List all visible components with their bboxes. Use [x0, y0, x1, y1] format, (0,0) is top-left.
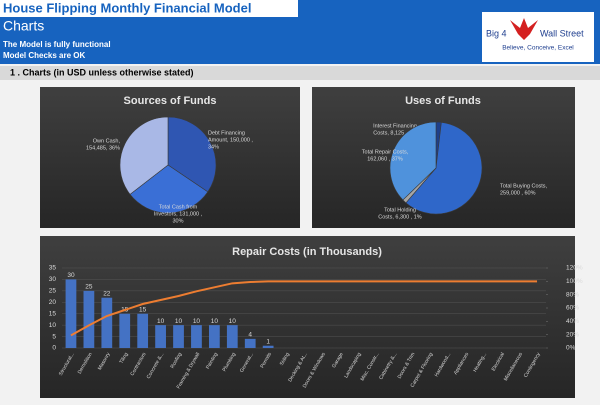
data-label: Costs, 6,300 , 1% — [378, 214, 422, 220]
data-label: Total Repair Costs, — [362, 149, 409, 155]
data-label: Own Cash, — [93, 138, 121, 144]
y-tick-label: 10 — [49, 322, 57, 329]
data-label: Debt Financing — [208, 130, 245, 136]
page-subtitle: Charts — [3, 18, 44, 34]
chart-title: Sources of Funds — [124, 95, 217, 107]
data-label: Investors, 131,000 , — [154, 211, 203, 217]
chart-title: Repair Costs (in Thousands) — [232, 246, 382, 258]
logo-box — [482, 12, 594, 62]
data-label: 25 — [85, 284, 93, 291]
y-tick-label: 20 — [49, 299, 57, 306]
data-label: 34% — [208, 144, 219, 150]
data-label: 30% — [172, 218, 183, 224]
data-label: 22 — [103, 290, 111, 297]
section-bar — [0, 66, 600, 80]
data-label: Total Holding — [384, 207, 416, 213]
y-tick-label: 0 — [52, 345, 56, 352]
bar — [226, 325, 238, 348]
status-line: The Model is fully functional — [3, 40, 111, 49]
data-label: 1 — [266, 338, 270, 345]
logo-text: Big 4 — [486, 28, 507, 38]
pie-slice — [389, 121, 437, 201]
data-label: Amount, 150,000 , — [208, 137, 253, 143]
logo-eagle — [510, 18, 538, 40]
bar — [173, 325, 184, 348]
y2-tick-label: 20% — [566, 331, 579, 338]
data-label: 30 — [67, 272, 75, 279]
pie-slice — [167, 116, 217, 193]
bar — [119, 313, 131, 348]
page-title: House Flipping Monthly Financial Model — [3, 0, 251, 15]
y-tick-label: 5 — [52, 333, 56, 340]
y-tick-label: 15 — [49, 310, 57, 317]
y2-tick-label: 0% — [566, 345, 576, 352]
pie-slice — [119, 116, 169, 195]
bar — [101, 297, 113, 348]
y-tick-label: 25 — [49, 288, 57, 295]
data-label: 4 — [248, 332, 252, 339]
data-label: 15 — [139, 306, 147, 313]
title-box — [0, 0, 298, 17]
bar — [137, 313, 149, 348]
data-label: 10 — [229, 318, 237, 325]
bar — [83, 290, 95, 348]
y2-tick-label: 80% — [566, 291, 579, 298]
y2-tick-label: 60% — [566, 305, 579, 312]
pie-slice — [405, 121, 483, 215]
data-label: 154,485, 36% — [86, 145, 120, 151]
bar — [65, 279, 77, 348]
data-label: 162,060 , 37% — [367, 156, 403, 162]
bar — [208, 325, 220, 348]
y2-tick-label: 40% — [566, 318, 579, 325]
y2-tick-label: 100% — [566, 278, 583, 285]
data-label: Total Buying Costs, — [500, 183, 548, 189]
section-title: 1 . Charts (in USD unless otherwise stat… — [10, 67, 194, 77]
line — [70, 280, 538, 337]
chart-title: Uses of Funds — [405, 95, 481, 107]
data-label: Costs, 8,125 , 2% — [373, 130, 417, 136]
data-label: 10 — [211, 318, 219, 325]
data-label: 10 — [157, 318, 165, 325]
x-tick-label: Tiling — [119, 351, 130, 364]
bar — [244, 338, 256, 348]
data-label: Total Cash from — [159, 204, 198, 210]
data-label: 10 — [193, 318, 201, 325]
data-label: 259,000 , 60% — [500, 190, 536, 196]
status-line: Model Checks are OK — [3, 51, 85, 60]
logo-text: Wall Street — [540, 28, 584, 38]
logo-tagline: Believe, Conceive, Excel — [502, 45, 574, 52]
y-tick-label: 35 — [49, 265, 57, 272]
bar — [155, 325, 166, 348]
y-tick-label: 30 — [49, 276, 57, 283]
data-label: 10 — [175, 318, 183, 325]
y2-tick-label: 120% — [566, 265, 583, 272]
pie-slice — [129, 164, 209, 214]
bar — [262, 345, 274, 348]
data-label: Interest Financing — [373, 123, 417, 129]
bar — [191, 325, 202, 348]
